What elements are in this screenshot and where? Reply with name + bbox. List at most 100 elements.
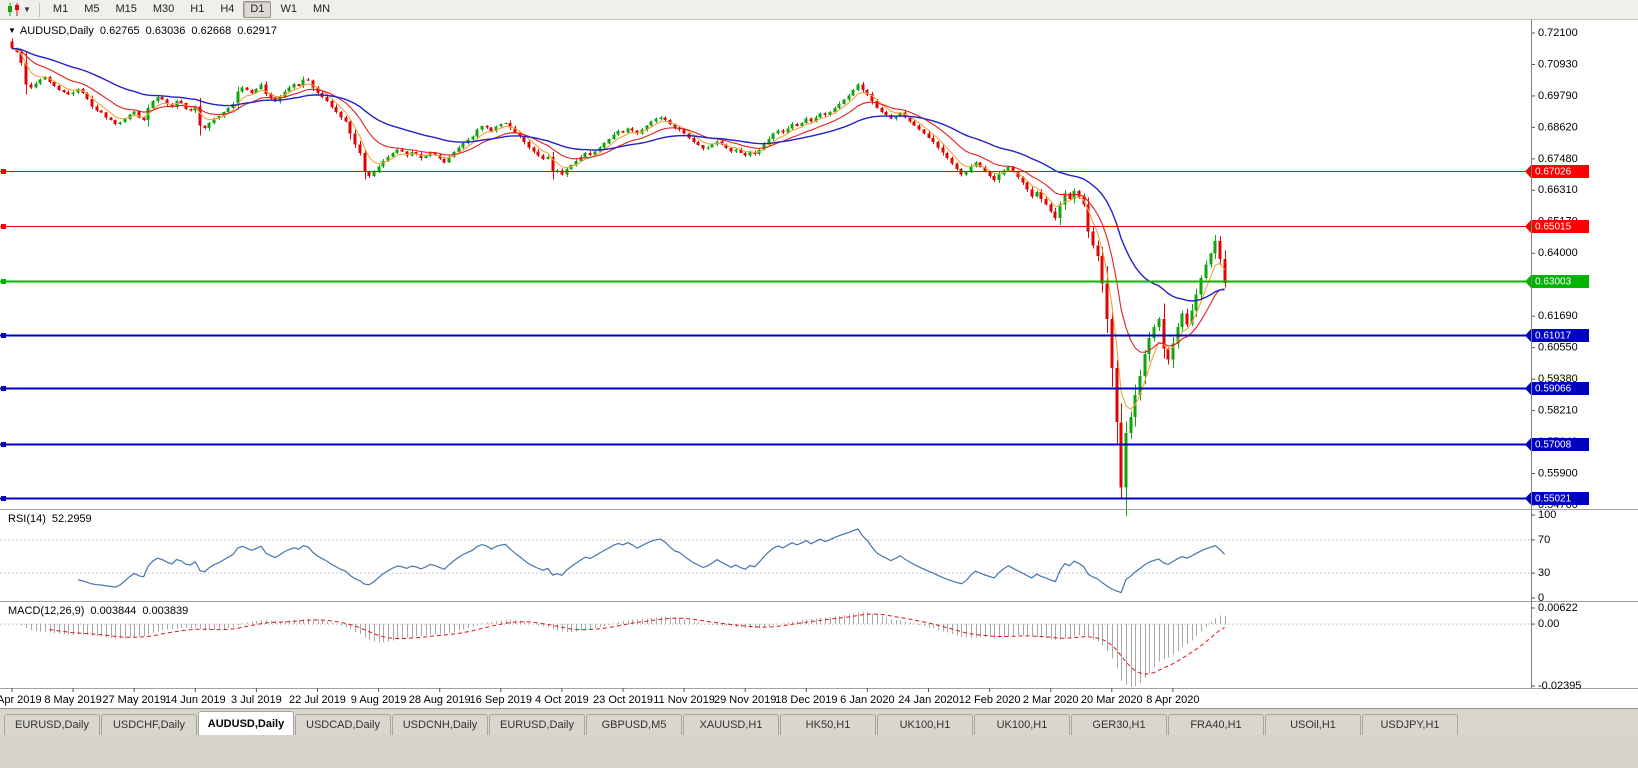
timeframe-button-w1[interactable]: W1 bbox=[280, 3, 297, 15]
ma-5-line bbox=[11, 47, 1226, 411]
svg-text:-0.02395: -0.02395 bbox=[1538, 680, 1581, 692]
low-value: 0.62668 bbox=[191, 25, 232, 37]
chart-type-dropdown-button[interactable]: ▼ bbox=[3, 2, 34, 18]
chart-tab-usoil-h1[interactable]: USOil,H1 bbox=[1265, 714, 1361, 735]
svg-text:14 Jun 2019: 14 Jun 2019 bbox=[165, 694, 226, 706]
svg-text:11 Nov 2019: 11 Nov 2019 bbox=[653, 694, 715, 706]
chart-tab-xauusd-h1[interactable]: XAUUSD,H1 bbox=[683, 714, 779, 735]
chart-tab-audusd-daily[interactable]: AUDUSD,Daily bbox=[198, 711, 294, 735]
svg-text:70: 70 bbox=[1538, 534, 1550, 546]
chart-tab-uk100-h1[interactable]: UK100,H1 bbox=[877, 714, 973, 735]
chart-tab-uk100-h1[interactable]: UK100,H1 bbox=[974, 714, 1070, 735]
svg-text:0.55900: 0.55900 bbox=[1538, 467, 1578, 479]
svg-text:27 May 2019: 27 May 2019 bbox=[102, 694, 166, 706]
svg-text:19 Apr 2019: 19 Apr 2019 bbox=[0, 694, 42, 706]
svg-text:8 Apr 2020: 8 Apr 2020 bbox=[1146, 694, 1199, 706]
ma-34-line bbox=[11, 47, 1225, 302]
hline-0.61017[interactable]: 0.61017 bbox=[0, 329, 1589, 342]
svg-text:28 Aug 2019: 28 Aug 2019 bbox=[409, 694, 471, 706]
timeframe-button-m5[interactable]: M5 bbox=[84, 3, 100, 15]
svg-text:0.69790: 0.69790 bbox=[1538, 90, 1578, 102]
chart-tab-gbpusd-m5[interactable]: GBPUSD,M5 bbox=[586, 714, 682, 735]
timeframe-button-h4[interactable]: H4 bbox=[220, 3, 235, 15]
horizontal-lines[interactable]: 0.67026 0.65015 0.63003 0.61017 0.59066 0.570… bbox=[0, 165, 1589, 505]
chart-tab-usdcnh-daily[interactable]: USDCNH,Daily bbox=[392, 714, 488, 735]
chart-tabs-bar: EURUSD,Daily USDCHF,Daily AUDUSD,Daily USDC… bbox=[0, 708, 1638, 735]
macd-signal-value: 0.003839 bbox=[142, 605, 189, 617]
ma-lines bbox=[11, 47, 1226, 411]
symbol-dropdown-icon[interactable]: ▼ bbox=[8, 26, 16, 35]
macd-indicator-label: MACD(12,26,9) 0.003844 0.003839 bbox=[8, 605, 188, 618]
rsi-line bbox=[77, 528, 1226, 594]
svg-text:100: 100 bbox=[1538, 509, 1556, 521]
close-value: 0.62917 bbox=[237, 25, 277, 37]
macd-histogram bbox=[17, 612, 1226, 687]
svg-text:0.60550: 0.60550 bbox=[1538, 342, 1578, 354]
timeframe-button-d1[interactable]: D1 bbox=[243, 1, 272, 18]
window-bottom-strip bbox=[0, 735, 1638, 768]
svg-text:18 Dec 2019: 18 Dec 2019 bbox=[775, 694, 837, 706]
svg-text:0.58210: 0.58210 bbox=[1538, 405, 1578, 417]
svg-text:0.68620: 0.68620 bbox=[1538, 121, 1578, 133]
symbol-period-label: AUDUSD,Daily bbox=[19, 25, 94, 37]
svg-text:30: 30 bbox=[1538, 567, 1550, 579]
timeframe-button-m1[interactable]: M1 bbox=[52, 3, 69, 15]
svg-text:0: 0 bbox=[1538, 592, 1544, 604]
rsi-pane: 100 70 30 0 bbox=[0, 509, 1556, 604]
svg-text:0.66310: 0.66310 bbox=[1538, 184, 1578, 196]
hline-0.55021[interactable]: 0.55021 bbox=[0, 492, 1589, 505]
timeframe-buttons-group: M1 M5 M15 M30 H1 H4 D1 W1 MN bbox=[45, 1, 338, 18]
candlestick-chart-icon bbox=[8, 3, 19, 16]
ohlc-info-line: ▼ AUDUSD,Daily 0.62765 0.63036 0.62668 0.6291… bbox=[8, 24, 277, 38]
svg-text:8 May 2019: 8 May 2019 bbox=[44, 694, 101, 706]
timeframe-toolbar: ▼ M1 M5 M15 M30 H1 H4 D1 W1 MN bbox=[0, 0, 1638, 20]
svg-text:3 Jul 2019: 3 Jul 2019 bbox=[231, 694, 282, 706]
hline-0.57008[interactable]: 0.57008 bbox=[0, 438, 1589, 451]
hline-0.63003[interactable]: 0.63003 bbox=[0, 275, 1589, 288]
timeframe-button-mn[interactable]: MN bbox=[312, 3, 331, 15]
svg-text:0.70930: 0.70930 bbox=[1538, 58, 1578, 70]
chart-tabs: EURUSD,Daily USDCHF,Daily AUDUSD,Daily USDC… bbox=[4, 711, 1459, 735]
timeframe-button-h1[interactable]: H1 bbox=[190, 3, 205, 15]
svg-text:12 Feb 2020: 12 Feb 2020 bbox=[959, 694, 1021, 706]
open-value: 0.62765 bbox=[99, 25, 140, 37]
hline-0.67026[interactable]: 0.67026 bbox=[0, 165, 1589, 178]
hline-0.59066[interactable]: 0.59066 bbox=[0, 382, 1589, 395]
svg-text:2 Mar 2020: 2 Mar 2020 bbox=[1023, 694, 1079, 706]
svg-text:20 Mar 2020: 20 Mar 2020 bbox=[1081, 694, 1143, 706]
svg-text:22 Jul 2019: 22 Jul 2019 bbox=[289, 694, 346, 706]
macd-name: MACD(12,26,9) bbox=[8, 605, 85, 617]
chart-tab-eurusd-daily[interactable]: EURUSD,Daily bbox=[489, 714, 585, 735]
svg-text:0.57008: 0.57008 bbox=[1535, 440, 1572, 451]
svg-text:0.65015: 0.65015 bbox=[1535, 222, 1572, 233]
price-chart-canvas: 0.72100 0.70930 0.69790 0.68620 0.67480 0.663… bbox=[0, 20, 1638, 708]
svg-text:0.61690: 0.61690 bbox=[1538, 310, 1578, 322]
macd-signal-line bbox=[49, 613, 1225, 675]
svg-text:0.55021: 0.55021 bbox=[1535, 494, 1572, 505]
high-value: 0.63036 bbox=[145, 25, 186, 37]
rsi-indicator-label: RSI(14) 52.2959 bbox=[8, 513, 92, 526]
chart-background bbox=[0, 20, 1638, 708]
chart-tab-eurusd-daily[interactable]: EURUSD,Daily bbox=[4, 714, 100, 735]
svg-text:0.61017: 0.61017 bbox=[1535, 331, 1572, 342]
svg-text:0.67480: 0.67480 bbox=[1538, 153, 1578, 165]
toolbar-separator bbox=[38, 2, 40, 17]
svg-text:24 Jan 2020: 24 Jan 2020 bbox=[898, 694, 959, 706]
chart-tab-ger30-h1[interactable]: GER30,H1 bbox=[1071, 714, 1167, 735]
hline-0.65015[interactable]: 0.65015 bbox=[0, 220, 1589, 233]
chart-tab-usdjpy-h1[interactable]: USDJPY,H1 bbox=[1362, 714, 1458, 735]
svg-text:0.59066: 0.59066 bbox=[1535, 384, 1572, 395]
chart-tab-usdchf-daily[interactable]: USDCHF,Daily bbox=[101, 714, 197, 735]
chevron-down-icon: ▼ bbox=[23, 4, 31, 14]
rsi-value: 52.2959 bbox=[51, 513, 92, 525]
chart-tab-fra40-h1[interactable]: FRA40,H1 bbox=[1168, 714, 1264, 735]
svg-text:29 Nov 2019: 29 Nov 2019 bbox=[714, 694, 776, 706]
chart-tab-usdcad-daily[interactable]: USDCAD,Daily bbox=[295, 714, 391, 735]
svg-text:4 Oct 2019: 4 Oct 2019 bbox=[535, 694, 589, 706]
chart-area[interactable]: 0.72100 0.70930 0.69790 0.68620 0.67480 0.663… bbox=[0, 20, 1638, 708]
svg-text:6 Jan 2020: 6 Jan 2020 bbox=[840, 694, 894, 706]
timeframe-button-m15[interactable]: M15 bbox=[115, 3, 137, 15]
chart-tab-hk50-h1[interactable]: HK50,H1 bbox=[780, 714, 876, 735]
timeframe-button-m30[interactable]: M30 bbox=[152, 3, 175, 15]
